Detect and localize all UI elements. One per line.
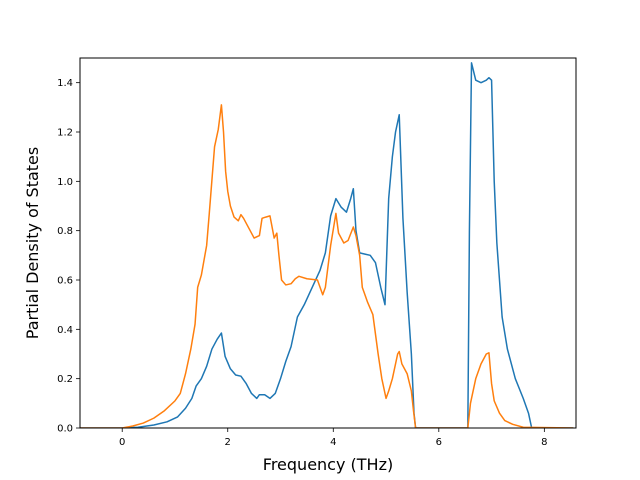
x-tick-label: 2 xyxy=(225,437,231,448)
y-tick-label: 0.0 xyxy=(57,424,73,435)
y-tick-label: 0.4 xyxy=(57,325,73,336)
x-tick-label: 6 xyxy=(436,437,442,448)
plot-frame xyxy=(79,57,577,429)
series-line-2 xyxy=(80,104,574,428)
y-tick-label: 0.8 xyxy=(57,226,73,237)
y-tick-label: 1.4 xyxy=(57,78,73,89)
x-axis: 0 2 4 6 8 xyxy=(119,428,548,448)
x-tick-label: 0 xyxy=(119,437,125,448)
series-line-1 xyxy=(80,62,574,428)
y-tick-label: 0.6 xyxy=(57,276,73,287)
series-layer xyxy=(80,62,574,428)
y-tick-label: 0.2 xyxy=(57,374,73,385)
y-axis: 0.0 0.2 0.4 0.6 0.8 1.0 1.2 1.4 xyxy=(57,78,80,435)
y-tick-label: 1.2 xyxy=(57,128,73,139)
x-axis-label: Frequency (THz) xyxy=(263,455,393,474)
y-axis-label: Partial Density of States xyxy=(23,147,42,339)
x-tick-label: 4 xyxy=(330,437,336,448)
y-tick-label: 1.0 xyxy=(57,177,73,188)
x-tick-label: 8 xyxy=(541,437,547,448)
